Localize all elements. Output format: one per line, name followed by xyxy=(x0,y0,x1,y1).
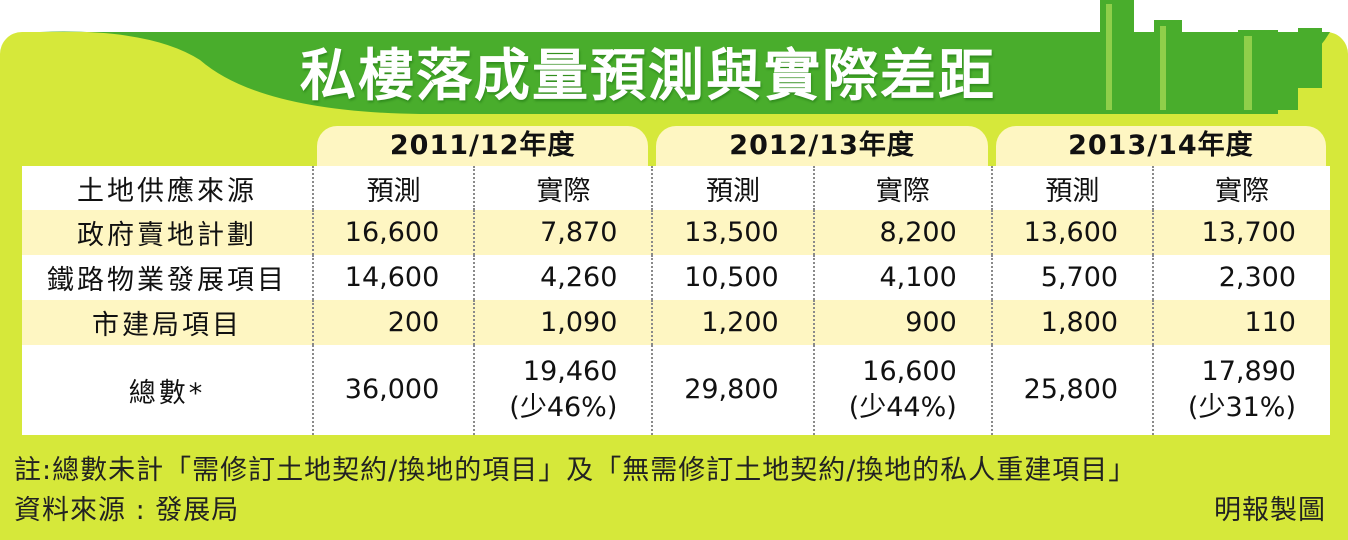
total-cell: 19,460 (少46%) xyxy=(473,345,653,435)
table-cell: 13,600 xyxy=(990,210,1154,255)
credit-line: 明報製圖 xyxy=(1214,495,1326,526)
column-header-row: 土地供應來源 預測 實際 預測 實際 預測 實際 xyxy=(22,166,1330,210)
table-cell: 10,500 xyxy=(651,255,814,300)
column-header: 實際 xyxy=(473,166,653,210)
table-cell: 1,200 xyxy=(651,300,814,345)
table-cell: 13,700 xyxy=(1152,210,1330,255)
table-cell: 7,870 xyxy=(473,210,653,255)
total-cell: 25,800 xyxy=(990,345,1154,435)
column-header: 預測 xyxy=(311,166,475,210)
table-cell: 2,300 xyxy=(1152,255,1330,300)
column-header: 實際 xyxy=(1152,166,1330,210)
total-cell: 29,800 xyxy=(651,345,814,435)
year-header: 2011/12年度 xyxy=(313,126,652,166)
total-cell: 36,000 xyxy=(311,345,475,435)
total-cell: 16,600 (少44%) xyxy=(812,345,992,435)
skyline-banner-graphic xyxy=(40,0,1330,114)
footnote: 註:總數未計「需修訂土地契約/換地的項目」及「無需修訂土地契約/換地的私人重建項… xyxy=(14,455,1137,486)
total-cell: 17,890 (少31%) xyxy=(1152,345,1330,435)
percent-note: (少31%) xyxy=(1187,392,1296,423)
table-cell: 4,260 xyxy=(473,255,653,300)
table-cell: 1,090 xyxy=(473,300,653,345)
table-cell: 16,600 xyxy=(311,210,475,255)
column-header-label: 土地供應來源 xyxy=(22,166,313,210)
table-cell: 14,600 xyxy=(311,255,475,300)
row-label: 市建局項目 xyxy=(22,300,313,345)
table-cell: 110 xyxy=(1152,300,1330,345)
table-cell: 900 xyxy=(812,300,992,345)
table-cell: 13,500 xyxy=(651,210,814,255)
row-label: 鐵路物業發展項目 xyxy=(22,255,313,300)
table-row: 政府賣地計劃 16,600 7,870 13,500 8,200 13,600 … xyxy=(22,210,1330,255)
table-cell: 4,100 xyxy=(812,255,992,300)
table-row: 鐵路物業發展項目 14,600 4,260 10,500 4,100 5,700… xyxy=(22,255,1330,300)
total-label: 總數* xyxy=(22,345,313,435)
row-label: 政府賣地計劃 xyxy=(22,210,313,255)
year-header: 2013/14年度 xyxy=(992,126,1330,166)
percent-note: (少44%) xyxy=(848,392,957,423)
table-cell: 5,700 xyxy=(990,255,1154,300)
column-header: 實際 xyxy=(812,166,992,210)
column-header: 預測 xyxy=(990,166,1154,210)
table-row: 市建局項目 200 1,090 1,200 900 1,800 110 xyxy=(22,300,1330,345)
page-title: 私樓落成量預測與實際差距 xyxy=(300,44,996,109)
table-cell: 1,800 xyxy=(990,300,1154,345)
percent-note: (少46%) xyxy=(509,392,618,423)
total-row: 總數* 36,000 19,460 (少46%) 29,800 16,600 (少4… xyxy=(22,345,1330,435)
table-cell: 8,200 xyxy=(812,210,992,255)
source-line: 資料來源 : 發展局 xyxy=(14,495,240,526)
column-header: 預測 xyxy=(651,166,814,210)
table-cell: 200 xyxy=(311,300,475,345)
data-table: 2011/12年度 2012/13年度 2013/14年度 土地供應來源 預測 … xyxy=(22,126,1330,435)
year-header: 2012/13年度 xyxy=(652,126,991,166)
year-header-row: 2011/12年度 2012/13年度 2013/14年度 xyxy=(22,126,1330,166)
